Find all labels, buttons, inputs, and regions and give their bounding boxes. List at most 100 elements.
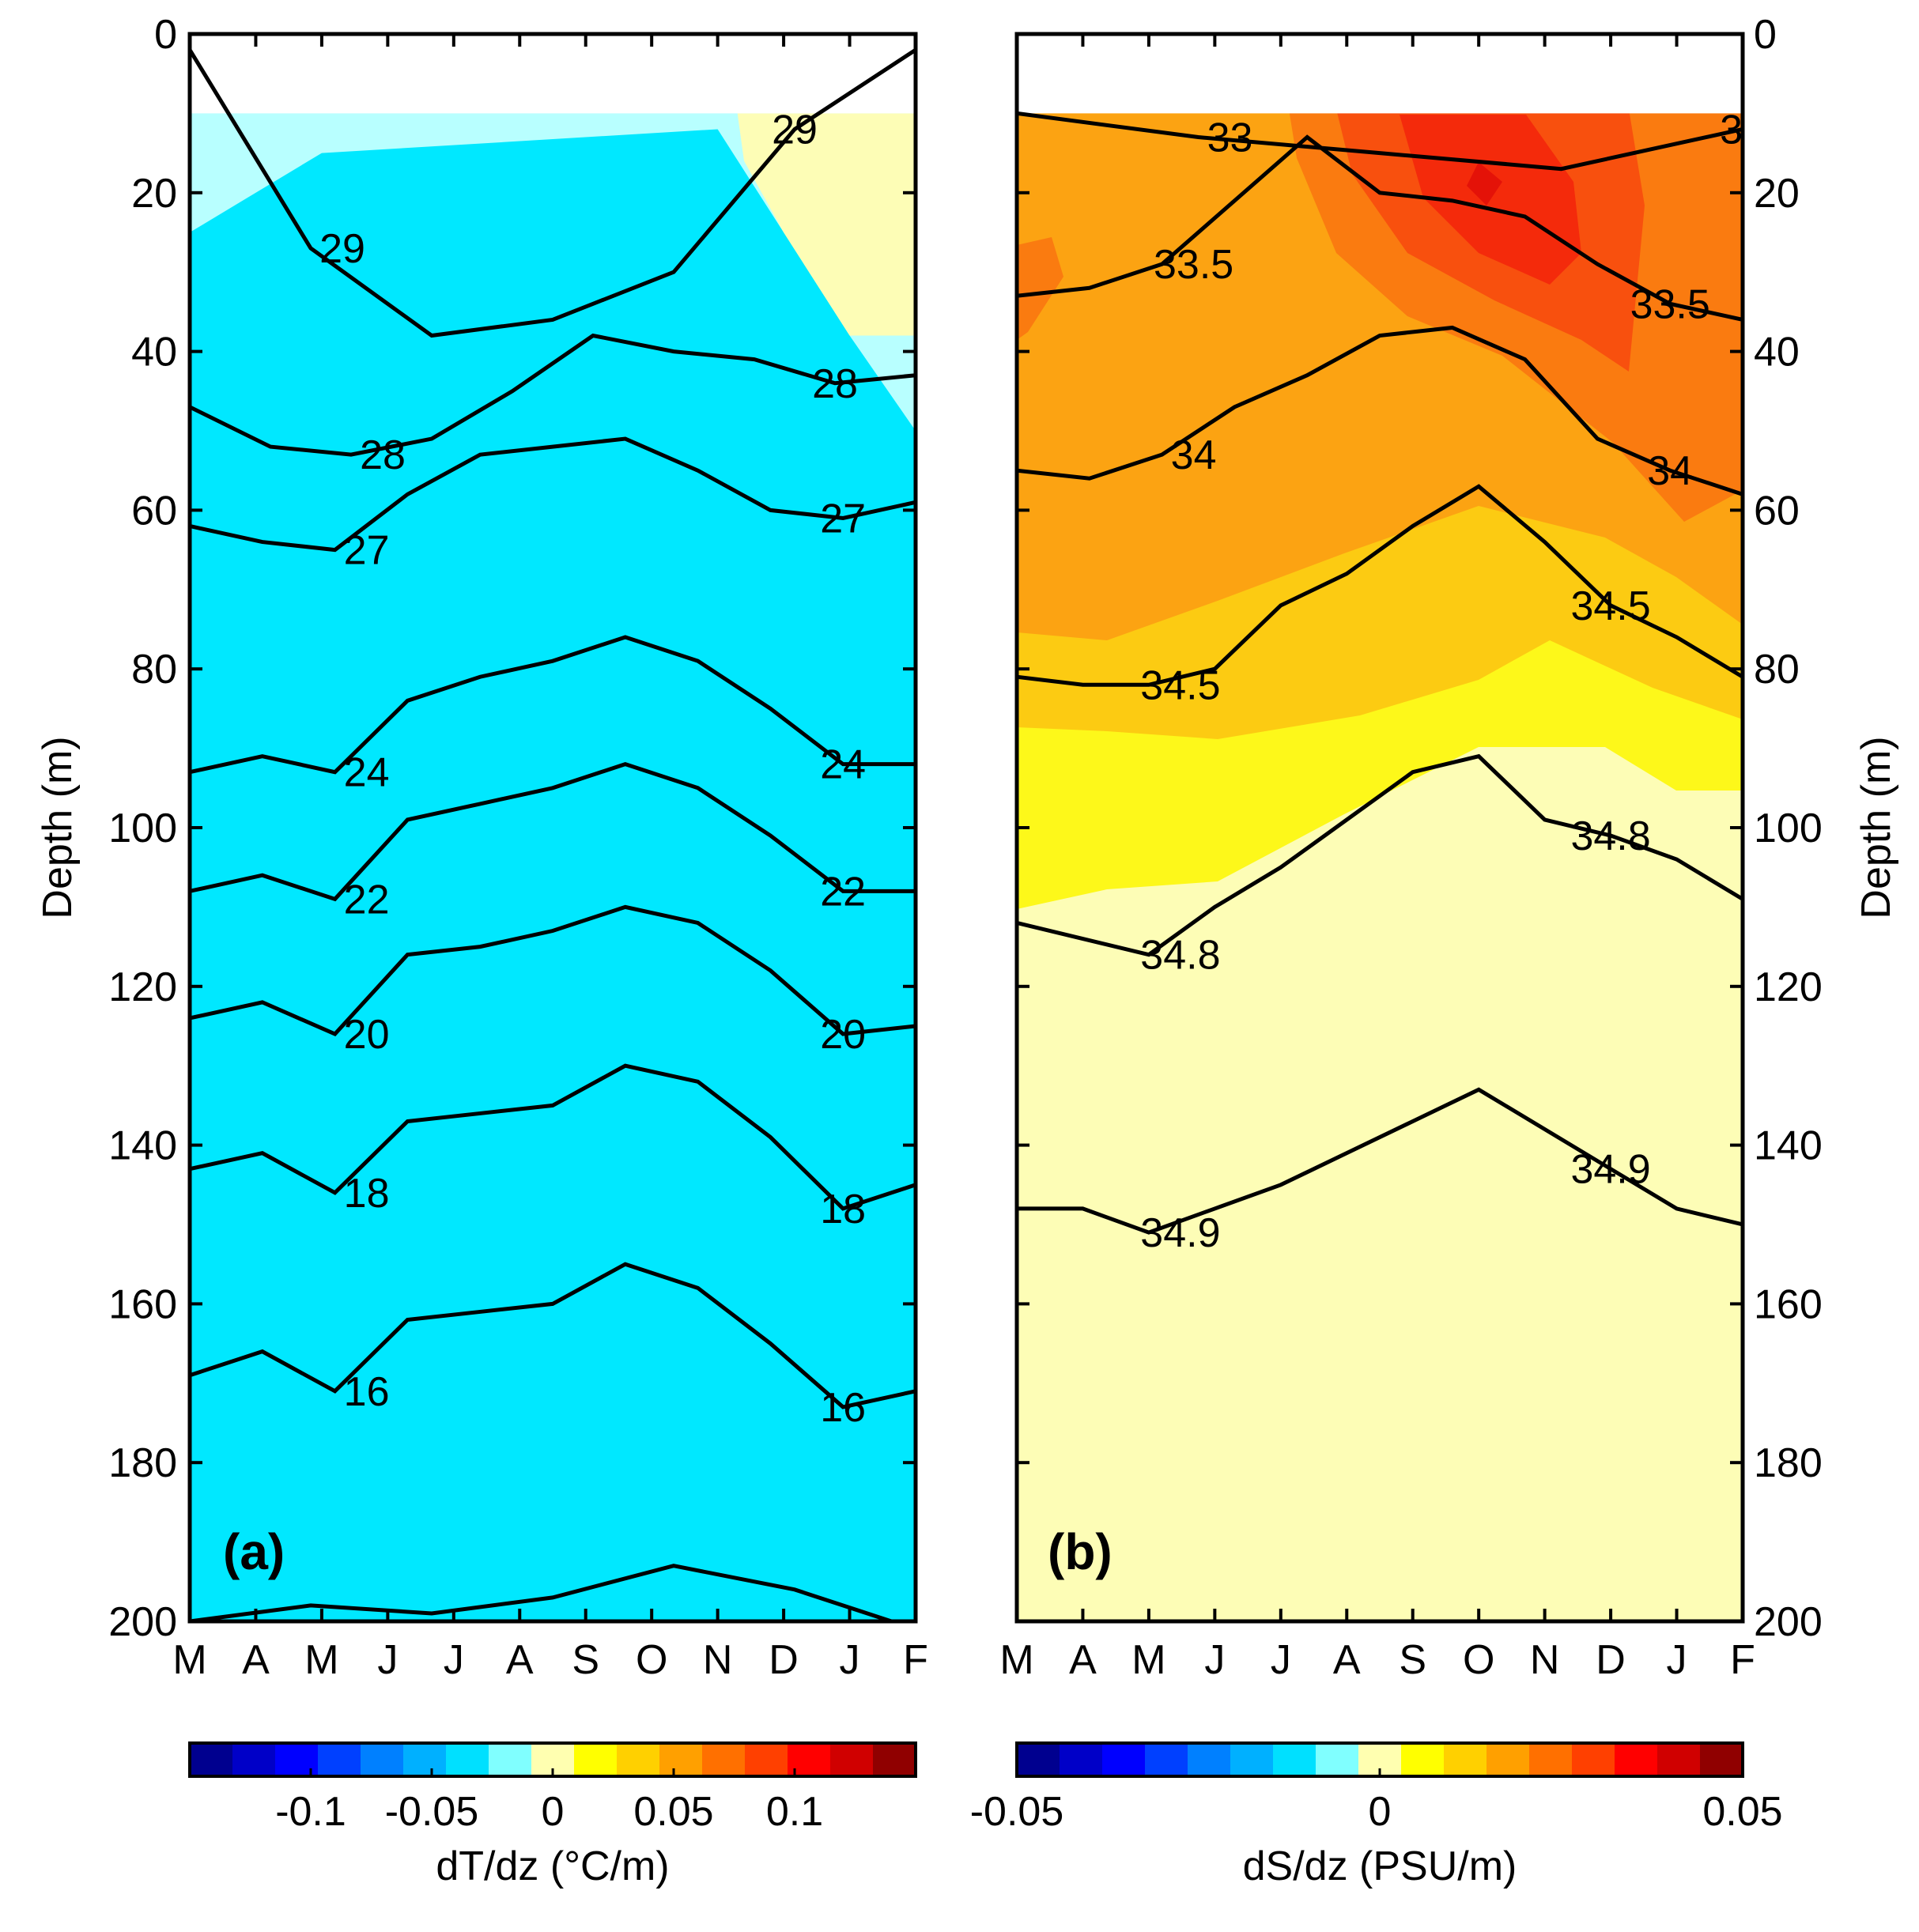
x-tick-label: D: [1596, 1637, 1626, 1683]
panel-b: 33 33 33.5 33.5 34 34 34.5 34.5 34.8 34.8 34.9 34.9…: [999, 12, 1899, 1683]
y-tick-label: 80: [131, 647, 177, 692]
y-tick-label: 120: [1754, 964, 1823, 1010]
x-tick-label: M: [999, 1637, 1033, 1683]
colorbar-segment: [1188, 1743, 1231, 1776]
colorbar-segment: [745, 1743, 788, 1776]
contour-label: 28: [360, 432, 406, 478]
y-tick-label: 40: [1754, 330, 1800, 375]
panel-b-ylabel: Depth (m): [1853, 736, 1899, 919]
colorbar-label: -0.05: [385, 1789, 479, 1835]
colorbar-segment: [275, 1743, 319, 1776]
x-tick-label: S: [1399, 1637, 1426, 1683]
contour-label: 33.5: [1154, 242, 1233, 288]
colorbar-segment: [1316, 1743, 1359, 1776]
contour-label: 29: [772, 107, 818, 153]
colorbar-segment: [1017, 1743, 1060, 1776]
x-tick-label: A: [242, 1637, 270, 1683]
contour-label: 18: [820, 1187, 866, 1232]
contour-label: 34.8: [1140, 933, 1220, 979]
contour-line: [190, 1564, 898, 1621]
x-tick-label: F: [903, 1637, 928, 1683]
y-tick-label: 100: [108, 806, 177, 851]
colorbar-segment: [1615, 1743, 1658, 1776]
y-tick-label: 200: [1754, 1599, 1823, 1645]
colorbar-segment: [830, 1743, 874, 1776]
x-tick-label: M: [304, 1637, 338, 1683]
colorbar-label: 0.05: [1702, 1789, 1782, 1835]
colorbar-segment: [190, 1743, 233, 1776]
colorbar-segment: [1700, 1743, 1743, 1776]
x-tick-label: J: [1667, 1637, 1687, 1683]
panel-a-fill: [190, 34, 916, 1621]
y-tick-label: 180: [1754, 1440, 1823, 1486]
contour-line: [1017, 111, 1743, 172]
contour-line: [190, 436, 916, 553]
x-tick-label: A: [506, 1637, 534, 1683]
colorbar-segment: [1657, 1743, 1701, 1776]
colorbar-segment: [1230, 1743, 1274, 1776]
colorbar-segment: [617, 1743, 660, 1776]
panel-a-region-pale-yellow: [737, 113, 916, 336]
colorbar-segment: [1401, 1743, 1445, 1776]
contour-line: [190, 904, 916, 1037]
colorbar-segment: [1486, 1743, 1530, 1776]
panel-b-contours: 33 33 33.5 33.5 34 34 34.5 34.5 34.8 34.8 34.9 34.9: [1017, 107, 1766, 1256]
contour-label: 34.5: [1570, 583, 1650, 629]
panel-b-region-left-orange: [1017, 237, 1063, 340]
colorbar-segment: [446, 1743, 489, 1776]
contour-label: 22: [820, 869, 866, 915]
x-tick-label: J: [1271, 1637, 1291, 1683]
contour-label: 18: [344, 1171, 390, 1217]
colorbar-b: -0.05 0 0.05: [970, 1741, 1783, 1835]
y-tick-label: 40: [131, 330, 177, 375]
colorbar-label: 0.05: [633, 1789, 713, 1835]
contour-label: 20: [344, 1012, 390, 1058]
y-tick-label: 0: [1754, 12, 1777, 58]
y-tick-label: 20: [131, 171, 177, 217]
colorbar-segment: [1572, 1743, 1615, 1776]
x-tick-label: J: [377, 1637, 398, 1683]
contour-line: [190, 47, 916, 338]
contour-label: 34.5: [1140, 662, 1220, 708]
contour-line: [1017, 484, 1743, 687]
contour-line: [190, 635, 916, 775]
contour-line: [1017, 1087, 1743, 1235]
contour-label: 33: [1720, 107, 1766, 153]
x-tick-label: S: [572, 1637, 599, 1683]
panel-a-region-blank: [190, 34, 916, 114]
contour-label: 34.9: [1570, 1147, 1650, 1193]
y-tick-label: 20: [1754, 171, 1800, 217]
contour-label: 20: [820, 1012, 866, 1058]
x-tick-label: M: [1131, 1637, 1165, 1683]
contour-label: 34: [1647, 448, 1693, 494]
colorbar-segment: [403, 1743, 447, 1776]
x-tick-label: N: [1530, 1637, 1560, 1683]
y-tick-label: 160: [108, 1281, 177, 1327]
contour-line: [1017, 753, 1743, 957]
contour-label: 28: [812, 361, 858, 407]
panel-b-region-blank: [1017, 34, 1743, 114]
contour-label: 22: [344, 877, 390, 923]
contour-label: 34.8: [1570, 813, 1650, 859]
y-tick-label: 100: [1754, 806, 1823, 851]
y-tick-label: 140: [1754, 1123, 1823, 1169]
contour-label: 34.9: [1140, 1210, 1220, 1256]
x-tick-label: O: [1463, 1637, 1494, 1683]
contour-label: 16: [344, 1369, 390, 1415]
colorbar-label: 0.1: [766, 1789, 823, 1835]
contour-label: 16: [820, 1385, 866, 1431]
y-tick-label: 60: [131, 488, 177, 534]
panel-a-band: [190, 113, 916, 1621]
colorbar-segment: [1529, 1743, 1573, 1776]
contour-label: 34: [1171, 432, 1217, 478]
colorbar-segment: [574, 1743, 618, 1776]
colorbar-segment: [361, 1743, 404, 1776]
x-tick-label: A: [1069, 1637, 1097, 1683]
contour-label: 27: [820, 496, 866, 541]
contour-line: [1017, 134, 1743, 322]
x-tick-label: N: [703, 1637, 733, 1683]
x-tick-label: O: [636, 1637, 667, 1683]
